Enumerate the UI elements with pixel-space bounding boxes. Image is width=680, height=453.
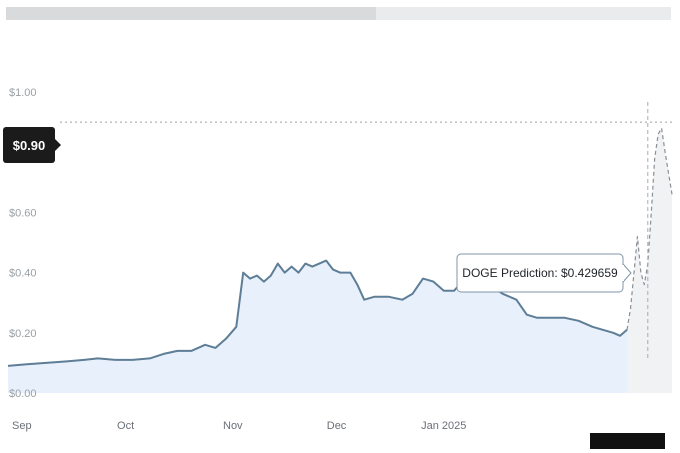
- watermark-block: [590, 433, 665, 449]
- current-price-tag-arrow: [55, 139, 61, 151]
- prediction-tooltip: DOGE Prediction: $0.429659: [456, 253, 632, 293]
- tab-bar: [6, 7, 671, 20]
- y-tick-label: $1.00: [9, 87, 37, 99]
- tooltip-pointer: [622, 262, 632, 284]
- current-price-tag-background: [3, 127, 55, 163]
- x-tick-label: Jan 2025: [421, 420, 466, 432]
- x-tick-label: Oct: [117, 420, 134, 432]
- y-tick-label: $0.40: [9, 268, 37, 280]
- tooltip-pointer-mask: [621, 265, 624, 281]
- tooltip-text: DOGE Prediction: $0.429659: [462, 266, 618, 280]
- x-tick-label: Nov: [223, 420, 243, 432]
- x-tick-label: Sep: [12, 420, 32, 432]
- x-tick-label: Dec: [327, 420, 347, 432]
- current-price-tag: $0.90: [3, 127, 61, 163]
- y-tick-label: $0.20: [9, 328, 37, 340]
- current-price-label: $0.90: [13, 138, 46, 153]
- forecast-area-fill: [627, 128, 672, 393]
- tab-inactive[interactable]: [376, 7, 671, 20]
- tab-active[interactable]: [6, 7, 376, 20]
- history-price-line: [7, 259, 628, 367]
- y-tick-label: $0.60: [9, 207, 37, 219]
- history-area-fill: [8, 260, 627, 393]
- y-tick-label: $0.00: [9, 388, 37, 400]
